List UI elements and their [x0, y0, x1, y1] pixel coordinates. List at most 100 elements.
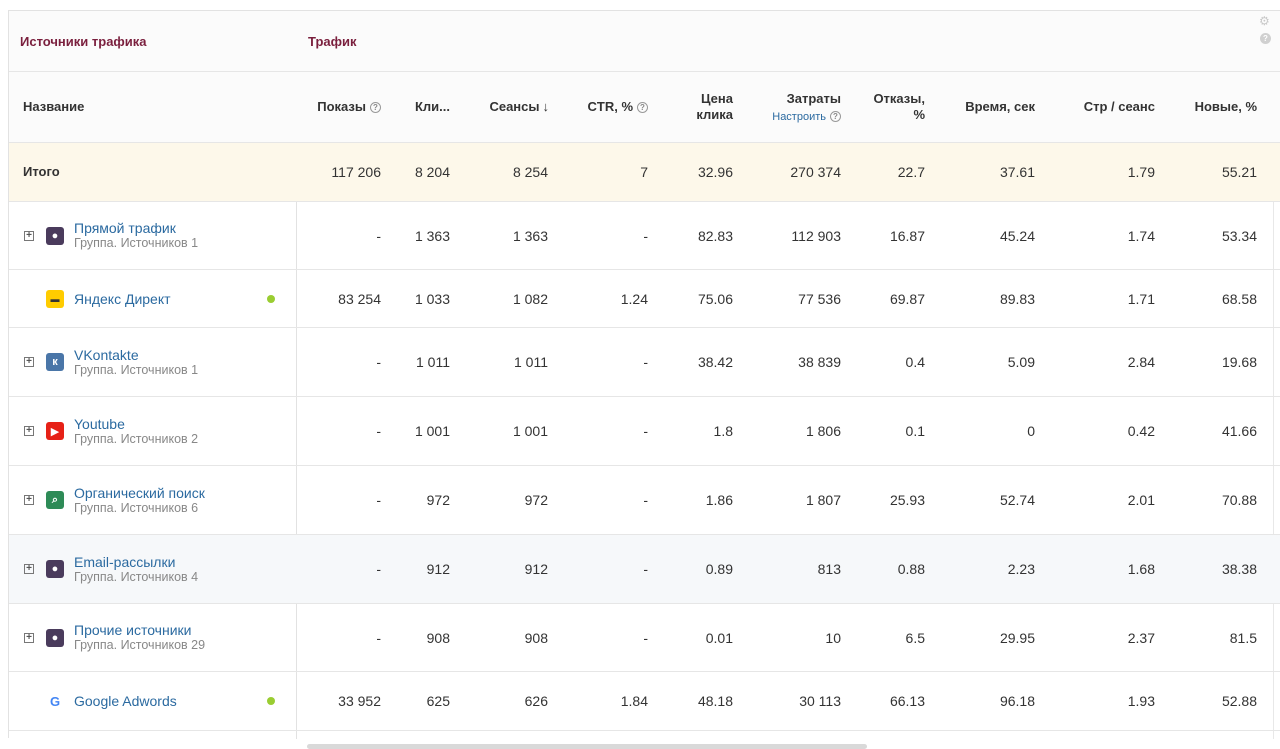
source-link[interactable]: Органический поиск: [74, 484, 205, 501]
col-header-cpc[interactable]: Цена клика: [696, 91, 733, 122]
cell-shows: 33 952: [338, 693, 381, 709]
table-row[interactable]: + ● Email-рассылки Группа. Источников 4 - 912…: [9, 535, 1280, 604]
expand-plus-icon[interactable]: +: [24, 426, 34, 436]
source-text: Яндекс Директ: [74, 291, 171, 307]
cell-ctr: 1.84: [620, 693, 648, 709]
cell-costs: 813: [817, 561, 841, 577]
total-ctr: 7: [640, 164, 648, 180]
expand-plus-icon[interactable]: +: [24, 632, 34, 643]
google-icon: G: [46, 692, 64, 710]
source-link[interactable]: VKontakte: [74, 346, 139, 363]
search-icon: ⌕: [46, 491, 64, 509]
total-bounces: 22.7: [897, 164, 925, 180]
col-header-time[interactable]: Время, сек: [965, 99, 1035, 114]
source-link[interactable]: Email-рассылки: [74, 553, 176, 570]
cell-time: 45.24: [999, 227, 1035, 244]
traffic-table: Источники трафика Трафик ⚙ ? Название По…: [8, 10, 1280, 749]
column-header-row: Название Показы? Кли... Сеансы ↓ CTR, %? …: [9, 72, 1280, 143]
cell-ctr: -: [643, 423, 648, 439]
status-dot: [267, 697, 275, 705]
source-subtitle: Группа. Источников 29: [74, 638, 206, 652]
right-border: [1273, 11, 1274, 739]
expand-plus-icon[interactable]: +: [24, 357, 34, 367]
total-shows: 117 206: [331, 164, 381, 180]
cell-clicks: 912: [426, 561, 450, 577]
cell-shows: -: [376, 561, 381, 577]
source-name-cell: + ● Прочие источники Группа. Источников 29: [9, 604, 296, 671]
col-header-costs[interactable]: Затраты Настроить?: [772, 91, 841, 123]
cell-time: 89.83: [999, 290, 1035, 307]
vk-icon: к: [46, 353, 64, 371]
table-row[interactable]: G Google Adwords 33 952 625 626 1.84 48.18 30 1…: [9, 672, 1280, 731]
cell-sessions: 912: [524, 561, 548, 577]
total-pages: 1.79: [1127, 164, 1155, 180]
cell-pages: 1.71: [1127, 290, 1155, 307]
col-header-ctr[interactable]: CTR, %?: [549, 72, 648, 142]
source-text: Google Adwords: [74, 693, 177, 709]
source-link[interactable]: Google Adwords: [74, 693, 177, 709]
cell-shows: -: [376, 354, 381, 370]
cell-shows: -: [376, 423, 381, 439]
cell-bounces: 16.87: [889, 227, 925, 244]
cell-new: 19.68: [1221, 354, 1257, 370]
gear-icon[interactable]: ⚙: [1259, 14, 1270, 28]
help-icon[interactable]: ?: [370, 101, 381, 113]
total-time: 37.61: [999, 164, 1035, 180]
help-icon[interactable]: ?: [637, 101, 648, 113]
source-name-cell: + ▶ Youtube Группа. Источников 2: [9, 397, 296, 465]
table-row[interactable]: + ▶ Youtube Группа. Источников 2 - 1 001 1 001…: [9, 397, 1280, 466]
col-header-new[interactable]: Новые, %: [1194, 99, 1257, 114]
cell-clicks: 972: [426, 492, 450, 508]
table-row[interactable]: + ● Прочие источники Группа. Источников 29 -…: [9, 604, 1280, 672]
cell-pages: 2.84: [1127, 354, 1155, 370]
expand-plus-icon[interactable]: +: [24, 495, 34, 505]
table-row[interactable]: ▬ Яндекс Директ 83 254 1 033 1 082 1.24 75.06 7…: [9, 270, 1280, 328]
table-row[interactable]: + к VKontakte Группа. Источников 1 - 1 011 1 0…: [9, 328, 1280, 397]
configure-costs-link[interactable]: Настроить: [772, 111, 826, 123]
source-link[interactable]: Прочие источники: [74, 622, 192, 638]
source-text: Органический поиск Группа. Источников 6: [74, 485, 205, 516]
source-name-cell: + ● Прямой трафик Группа. Источников 1: [9, 202, 296, 269]
help-icon[interactable]: ?: [1260, 33, 1271, 44]
cell-bounces: 69.87: [889, 290, 925, 307]
col-header-name[interactable]: Название: [23, 99, 85, 114]
cell-bounces: 66.13: [889, 693, 925, 709]
col-header-sessions[interactable]: Сеансы ↓: [489, 99, 549, 114]
source-text: VKontakte Группа. Источников 1: [74, 347, 198, 378]
expand-plus-icon[interactable]: +: [24, 230, 34, 241]
cell-ctr: -: [643, 227, 648, 244]
source-link[interactable]: Яндекс Директ: [74, 290, 171, 307]
source-name-cell: G Google Adwords: [9, 672, 296, 730]
table-row[interactable]: + ⌕ Органический поиск Группа. Источников 6…: [9, 466, 1280, 535]
col-header-pages[interactable]: Стр / сеанс: [1083, 99, 1155, 114]
cell-sessions: 1 082: [512, 290, 548, 307]
col-header-bounces[interactable]: Отказы, %: [873, 91, 925, 122]
expand-plus-icon[interactable]: +: [24, 564, 34, 574]
cell-pages: 2.37: [1127, 629, 1155, 646]
total-cpc: 32.96: [697, 164, 733, 180]
user-circle-icon: ●: [46, 226, 64, 245]
cell-ctr: -: [643, 354, 648, 370]
group-title-sources: Источники трафика: [20, 11, 147, 71]
source-link[interactable]: Прямой трафик: [74, 220, 176, 236]
column-divider: [296, 11, 297, 739]
cell-new: 52.88: [1221, 693, 1257, 709]
help-icon[interactable]: ?: [830, 110, 841, 122]
cell-bounces: 0.88: [897, 561, 925, 577]
col-header-clicks[interactable]: Кли...: [414, 99, 450, 114]
cell-clicks: 908: [426, 629, 450, 646]
table-row[interactable]: + ● Прямой трафик Группа. Источников 1 - 1 36…: [9, 202, 1280, 270]
cell-time: 52.74: [999, 492, 1035, 508]
total-sessions: 8 254: [512, 164, 548, 180]
source-text: Прочие источники Группа. Источников 29: [74, 622, 205, 653]
col-header-shows[interactable]: Показы?: [297, 72, 381, 142]
cell-time: 96.18: [999, 693, 1035, 709]
cell-clicks: 1 001: [414, 423, 450, 439]
horizontal-scrollbar[interactable]: [307, 744, 867, 749]
cell-cpc: 75.06: [697, 290, 733, 307]
source-text: Email-рассылки Группа. Источников 4: [74, 554, 198, 585]
source-link[interactable]: Youtube: [74, 415, 125, 432]
cell-time: 5.09: [1007, 354, 1035, 370]
cell-new: 68.58: [1221, 290, 1257, 307]
yandex-direct-icon: ▬: [46, 289, 64, 308]
